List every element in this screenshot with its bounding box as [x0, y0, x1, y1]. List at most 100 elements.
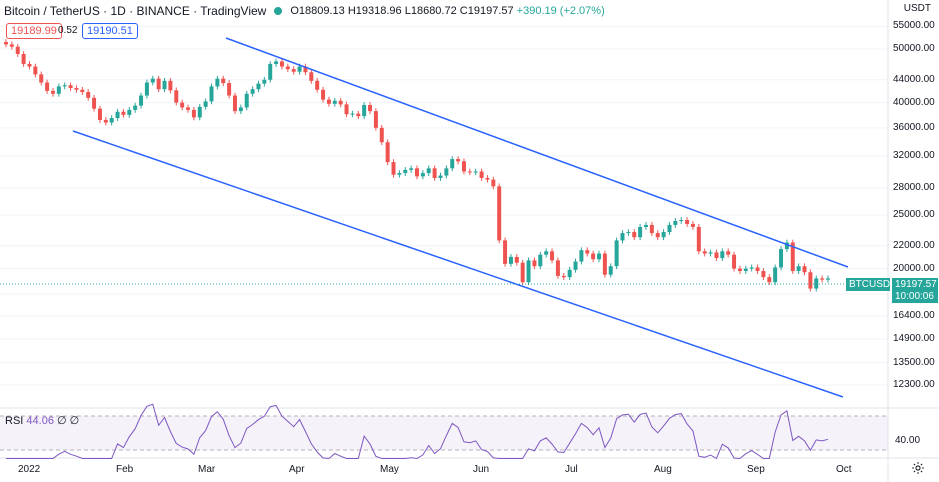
candle-body: [9, 44, 14, 47]
candle-body: [550, 251, 555, 261]
candle-body: [326, 99, 331, 104]
price-tick: 20000.00: [893, 262, 935, 274]
channel-upper-line[interactable]: [225, 37, 849, 268]
candle-body: [80, 89, 85, 93]
candle-body: [467, 171, 472, 173]
time-tick: Aug: [654, 464, 672, 475]
rsi-value: 44.06: [26, 415, 54, 427]
time-tick: Jul: [565, 464, 578, 475]
candle-body: [444, 168, 449, 176]
candle-body: [508, 256, 513, 264]
candle-body: [649, 224, 654, 234]
candle-body: [268, 63, 273, 80]
time-tick: 2022: [18, 464, 41, 475]
chart-grid: [0, 25, 888, 386]
candle-body: [50, 90, 55, 94]
ohlc-values: O18809.13 H19318.96 L18680.72 C19197.57 …: [290, 5, 604, 17]
candle-body: [456, 159, 461, 162]
candle-body: [397, 173, 402, 175]
symbol-tag: BTCUSDT: [846, 278, 896, 291]
buy-price-box[interactable]: 19190.51: [82, 23, 138, 39]
sell-price-box[interactable]: 19189.99: [6, 23, 62, 39]
candle-body: [232, 95, 237, 112]
candle-body: [303, 66, 308, 73]
candle-body: [391, 162, 396, 175]
candle-body: [491, 179, 496, 187]
high-value: H19318.96: [347, 5, 402, 17]
candle-body: [68, 85, 73, 89]
price-tick: 36000.00: [893, 121, 935, 133]
candle-body: [696, 226, 701, 252]
candle-body: [608, 266, 613, 275]
price-tick: 32000.00: [893, 150, 935, 162]
open-value: O18809.13: [290, 5, 345, 17]
candle-body: [661, 232, 666, 238]
candle-body: [321, 89, 326, 100]
candle-body: [702, 251, 707, 254]
candle-body: [597, 253, 602, 260]
candle-body: [33, 66, 38, 75]
candle-body: [39, 74, 44, 83]
market-status-icon: [274, 7, 283, 15]
rsi-legend[interactable]: RSI 44.06 ∅ ∅: [5, 414, 79, 427]
candle-body: [555, 260, 560, 276]
candle-body: [86, 92, 91, 98]
candle-body: [632, 232, 637, 238]
candle-body: [15, 46, 20, 54]
candle-body: [643, 224, 648, 227]
candle-body: [814, 278, 819, 289]
price-tick: 40000.00: [893, 96, 935, 108]
candle-body: [186, 107, 191, 110]
candle-body: [27, 63, 32, 67]
candle-body: [291, 69, 296, 72]
candle-body: [309, 72, 314, 81]
spread-value: 0.52: [58, 25, 78, 36]
candle-body: [432, 168, 437, 178]
candle-body: [755, 267, 760, 272]
candle-body: [720, 251, 725, 259]
symbol-header[interactable]: Bitcoin / TetherUS · 1D · BINANCE · Trad…: [4, 4, 605, 18]
candle-body: [92, 97, 97, 109]
candle-body: [274, 61, 279, 64]
price-tick: 55000.00: [893, 20, 935, 32]
candle-body: [479, 171, 484, 178]
currency-label[interactable]: USDT: [903, 3, 931, 14]
candle-body: [385, 142, 390, 163]
candle-body: [614, 240, 619, 267]
gear-icon[interactable]: [911, 461, 925, 475]
candle-body: [767, 277, 772, 283]
candle-body: [150, 78, 155, 83]
candle-body: [256, 83, 261, 90]
candle-body: [826, 278, 830, 280]
candle-body: [438, 175, 443, 178]
candle-body: [109, 118, 114, 123]
symbol-title[interactable]: Bitcoin / TetherUS · 1D · BINANCE · Trad…: [4, 4, 267, 18]
candle-body: [21, 53, 26, 64]
channel-lower-line[interactable]: [72, 130, 844, 398]
candle-body: [526, 260, 531, 283]
candle-body: [315, 80, 320, 90]
candle-body: [808, 272, 813, 289]
rsi-axis-tag: 40.00: [892, 434, 924, 447]
candle-body: [74, 88, 79, 90]
time-tick: Feb: [116, 464, 134, 475]
close-value: C19197.57: [459, 5, 514, 17]
price-tick: 12300.00: [893, 379, 935, 391]
candle-body: [174, 90, 179, 103]
candle-body: [450, 159, 455, 169]
candle-body: [532, 260, 537, 267]
time-tick: Mar: [198, 464, 216, 475]
candle-body: [673, 220, 678, 225]
candle-body: [103, 119, 108, 123]
candle-body: [420, 173, 425, 177]
candle-body: [62, 85, 67, 87]
candle-body: [368, 105, 373, 112]
candle-body: [338, 100, 343, 105]
candle-body: [790, 242, 795, 272]
candle-body: [773, 267, 778, 283]
candle-body: [485, 177, 490, 180]
candle-body: [743, 268, 748, 272]
candle-body: [262, 79, 267, 84]
candle-body: [285, 66, 290, 70]
